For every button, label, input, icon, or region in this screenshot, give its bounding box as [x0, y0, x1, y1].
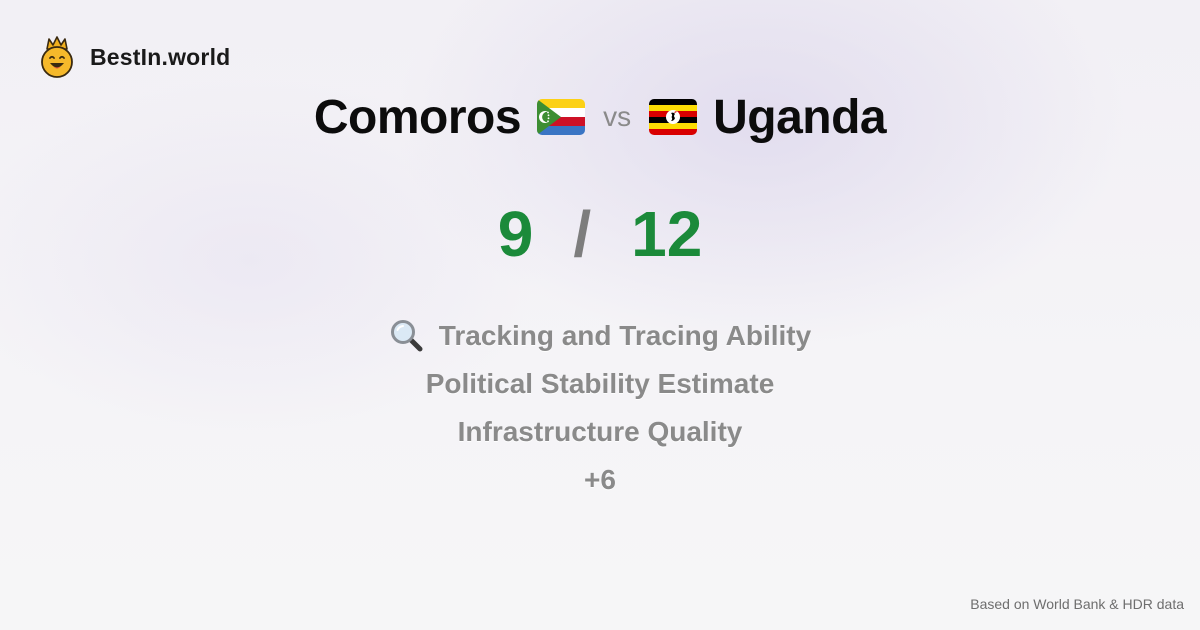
- brand[interactable]: BestIn.world: [38, 36, 230, 78]
- left-score: 9: [497, 198, 534, 270]
- criterion-label: Political Stability Estimate: [425, 368, 775, 399]
- criterion-item: Infrastructure Quality: [458, 408, 743, 456]
- vs-label: vs: [603, 101, 632, 132]
- right-country-name[interactable]: Uganda: [713, 90, 887, 144]
- criterion-item: Political Stability Estimate: [426, 360, 775, 408]
- data-source-note: Based on World Bank & HDR data: [970, 596, 1184, 612]
- score-display: 9 / 12: [0, 196, 1200, 272]
- comparison-title: Comoros vs Uganda: [0, 86, 1200, 148]
- more-criteria-count: +6: [584, 456, 616, 504]
- score-separator: /: [573, 198, 592, 270]
- crowned-smiley-icon: [41, 36, 73, 78]
- magnifying-glass-icon: [390, 320, 423, 352]
- right-score: 12: [631, 198, 703, 270]
- uganda-flag-icon: [649, 99, 698, 135]
- criterion-item: Tracking and Tracing Ability: [389, 312, 811, 360]
- left-country-name[interactable]: Comoros: [313, 90, 522, 144]
- brand-name: BestIn.world: [90, 43, 231, 70]
- criteria-list: Tracking and Tracing Ability Political S…: [0, 312, 1200, 504]
- criterion-label: Infrastructure Quality: [457, 416, 743, 447]
- more-criteria-label: +6: [584, 464, 616, 495]
- criterion-label: Tracking and Tracing Ability: [438, 320, 812, 351]
- comoros-flag-icon: [537, 99, 586, 135]
